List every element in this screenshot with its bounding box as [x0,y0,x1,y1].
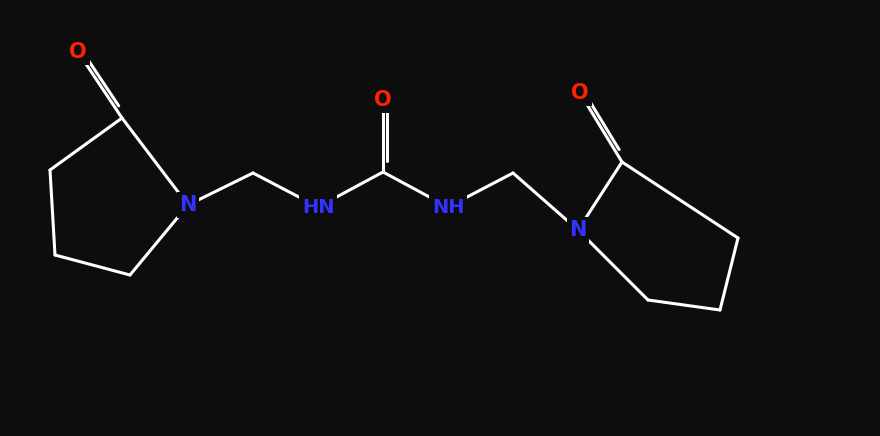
Text: N: N [180,195,197,215]
Text: N: N [569,220,587,240]
Text: NH: NH [432,198,465,217]
Text: HN: HN [302,198,334,217]
Text: O: O [571,83,589,103]
Text: O: O [374,90,392,110]
Text: O: O [70,42,87,62]
